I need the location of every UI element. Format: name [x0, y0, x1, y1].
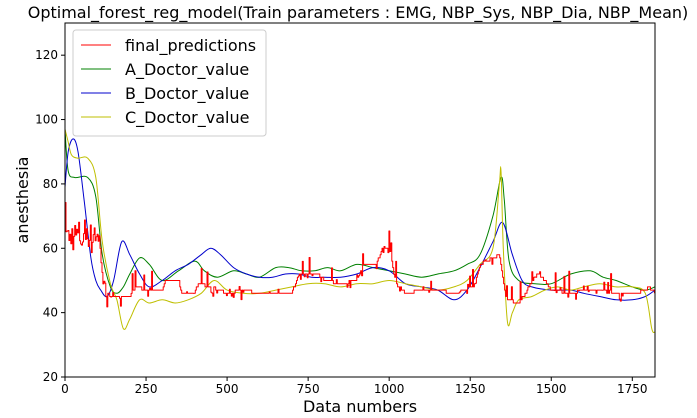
- series-line-b-doctor-value: [65, 138, 655, 301]
- x-tick-label: 0: [61, 382, 69, 396]
- y-tick-label: 120: [35, 48, 58, 62]
- x-tick-label: 500: [216, 382, 239, 396]
- legend-label-a-doctor-value: A_Doctor_value: [125, 60, 249, 80]
- legend-label-b-doctor-value: B_Doctor_value: [125, 84, 249, 104]
- legend-label-final-predictions: final_predictions: [125, 36, 256, 56]
- series-line-final-predictions: [65, 202, 655, 308]
- x-axis-label: Data numbers: [303, 397, 417, 416]
- legend-label-c-doctor-value: C_Doctor_value: [125, 108, 249, 128]
- x-tick-label: 1500: [536, 382, 567, 396]
- series-line-c-doctor-value: [65, 129, 655, 334]
- legend: final_predictions A_Doctor_value B_Doctor_…: [72, 29, 267, 137]
- y-tick-label: 100: [35, 113, 58, 127]
- x-tick-label: 1750: [617, 382, 648, 396]
- x-tick-label: 250: [135, 382, 158, 396]
- x-tick-label: 1250: [455, 382, 486, 396]
- chart-title: Optimal_forest_reg_model(Train parameter…: [28, 3, 689, 23]
- plot-area: 0 250 500 750 1000 1250 1500 1750 20 40 60 80 100 120: [35, 22, 656, 396]
- x-tick-label: 750: [297, 382, 320, 396]
- plot-frame: [64, 22, 656, 378]
- y-axis-label: anesthesia: [13, 157, 32, 244]
- y-tick-label: 60: [43, 241, 58, 255]
- y-tick-label: 20: [43, 370, 58, 384]
- y-tick-label: 40: [43, 306, 58, 320]
- x-tick-label: 1000: [374, 382, 405, 396]
- y-tick-label: 80: [43, 177, 58, 191]
- legend-box: [72, 29, 267, 137]
- series-line-a-doctor-value: [65, 129, 655, 294]
